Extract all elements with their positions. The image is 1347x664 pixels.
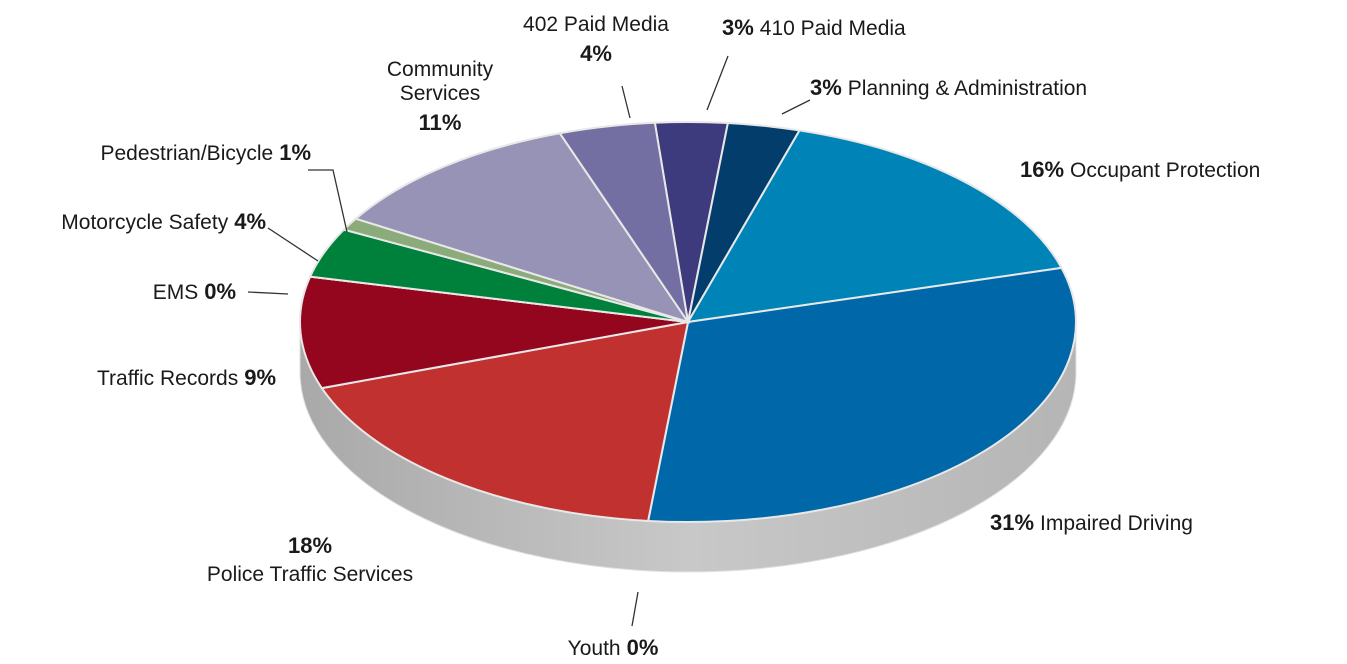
value-label: 1%: [279, 140, 311, 165]
category-label: Impaired Driving: [1040, 512, 1193, 535]
leader-line: [631, 591, 639, 627]
slice-label: 402 Paid Media 4%: [496, 13, 696, 67]
leader-line: [621, 85, 631, 119]
category-label: 410 Paid Media: [759, 17, 906, 40]
pie-slice: [646, 266, 1077, 523]
leader-line: [247, 291, 289, 295]
category-label: EMS: [152, 281, 199, 304]
value-label: 9%: [244, 365, 276, 390]
value-label: 3%: [810, 75, 842, 100]
category-label: Occupant Protection: [1070, 159, 1261, 182]
category-label: Pedestrian/Bicycle: [100, 142, 274, 165]
slice-label: 16% Occupant Protection: [1020, 157, 1260, 183]
value-label: 16%: [1020, 157, 1065, 182]
slice-label: Community Services 11%: [365, 58, 515, 136]
category-label: Motorcycle Safety: [61, 211, 229, 234]
category-label: Planning & Administration: [847, 77, 1088, 100]
pie-slice: [299, 275, 689, 390]
value-label: 0%: [626, 635, 659, 660]
slice-label: 3% Planning & Administration: [810, 75, 1087, 101]
slice-label: Pedestrian/Bicycle 1%: [100, 140, 311, 166]
pie-slice: [686, 129, 1064, 324]
category-label: Youth: [567, 637, 621, 660]
pie-slice: [558, 121, 689, 323]
slices: [299, 121, 1077, 523]
pie-slice: [353, 132, 691, 324]
slice-label: 18% Police Traffic Services: [180, 533, 440, 587]
leader-line: [706, 55, 729, 111]
leader-line: [267, 227, 319, 262]
category-label: Police Traffic Services: [206, 563, 414, 586]
value-label: 31%: [990, 510, 1035, 535]
leader-line: [781, 99, 811, 115]
value-label: 0%: [204, 279, 236, 304]
slice-label: Youth 0%: [568, 635, 659, 661]
slice-label: EMS 0%: [153, 279, 236, 305]
slice-label: Motorcycle Safety 4%: [61, 209, 266, 235]
slice-label: 31% Impaired Driving: [990, 510, 1193, 536]
slice-label: 3% 410 Paid Media: [722, 15, 906, 41]
category-label: Community Services: [386, 58, 494, 105]
value-label: 18%: [287, 533, 333, 558]
category-label: Traffic Records: [96, 367, 239, 390]
category-label: 402 Paid Media: [523, 13, 669, 36]
leader-line: [308, 169, 348, 233]
value-label: 4%: [234, 209, 266, 234]
slice-label: Traffic Records 9%: [97, 365, 276, 391]
value-label: 3%: [722, 15, 754, 40]
value-label: 4%: [580, 41, 612, 66]
value-label: 11%: [418, 110, 462, 135]
